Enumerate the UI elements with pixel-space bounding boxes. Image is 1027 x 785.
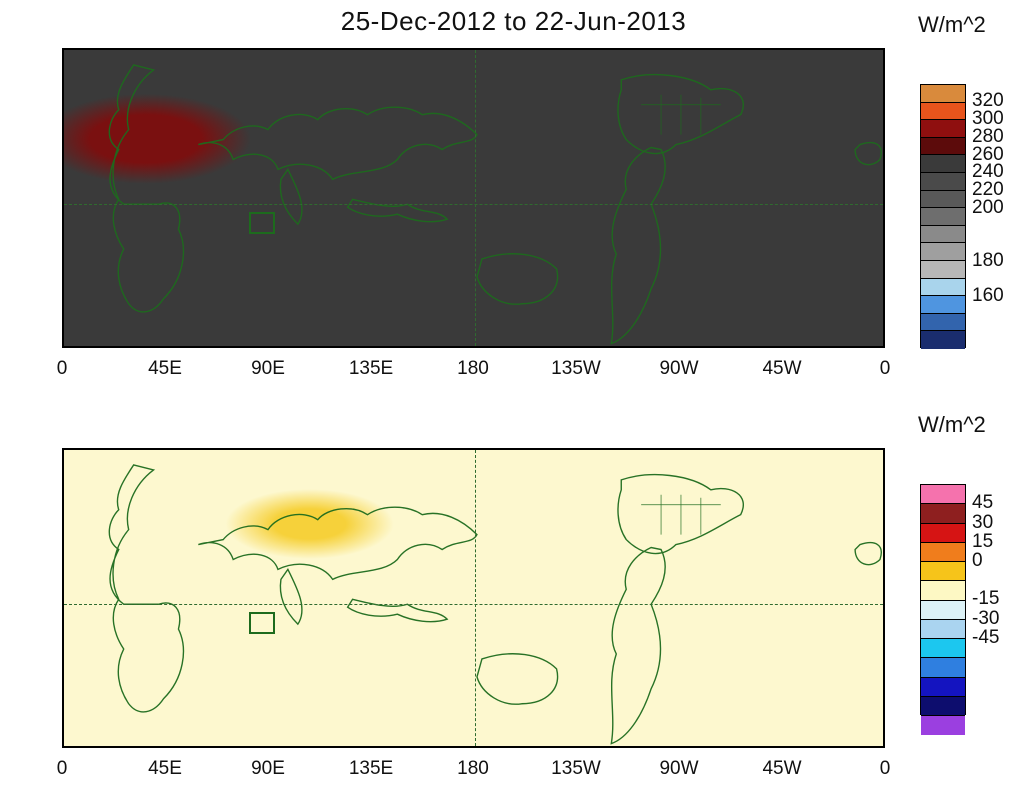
dateline-line-anom xyxy=(475,450,476,746)
olr-totals-colorbar: W/m^2 320 300 280 260 240 220 200 180 16… xyxy=(918,48,1027,348)
olr-anomalies-xlabels: 0 45E 90E 135E 180 135W 90W 45W 0 xyxy=(0,758,823,785)
olr-anomalies-panel: OLR Anomalies 60N 45N 30N 15N 0 15S 30S … xyxy=(62,448,885,748)
world-coastlines-totals xyxy=(64,50,883,348)
equator-line xyxy=(64,204,883,205)
colorbar-gradient-totals xyxy=(920,84,966,348)
world-coastlines-anomalies xyxy=(64,450,883,748)
region-marker-square xyxy=(249,212,275,234)
olr-totals-xlabels: 0 45E 90E 135E 180 135W 90W 45W 0 xyxy=(0,358,823,388)
colorbar-gradient-anomalies xyxy=(920,484,966,715)
olr-totals-panel: OLR Totals 60N 4 xyxy=(62,48,885,348)
region-marker-square-anom xyxy=(249,612,275,634)
dateline-line xyxy=(475,50,476,346)
page-title: 25-Dec-2012 to 22-Jun-2013 xyxy=(0,6,1027,37)
olr-anomalies-colorbar: W/m^2 45 30 15 0 -15 -30 -45 xyxy=(918,448,1027,748)
equator-line-anom xyxy=(64,604,883,605)
olr-totals-top-ticks xyxy=(64,48,883,49)
